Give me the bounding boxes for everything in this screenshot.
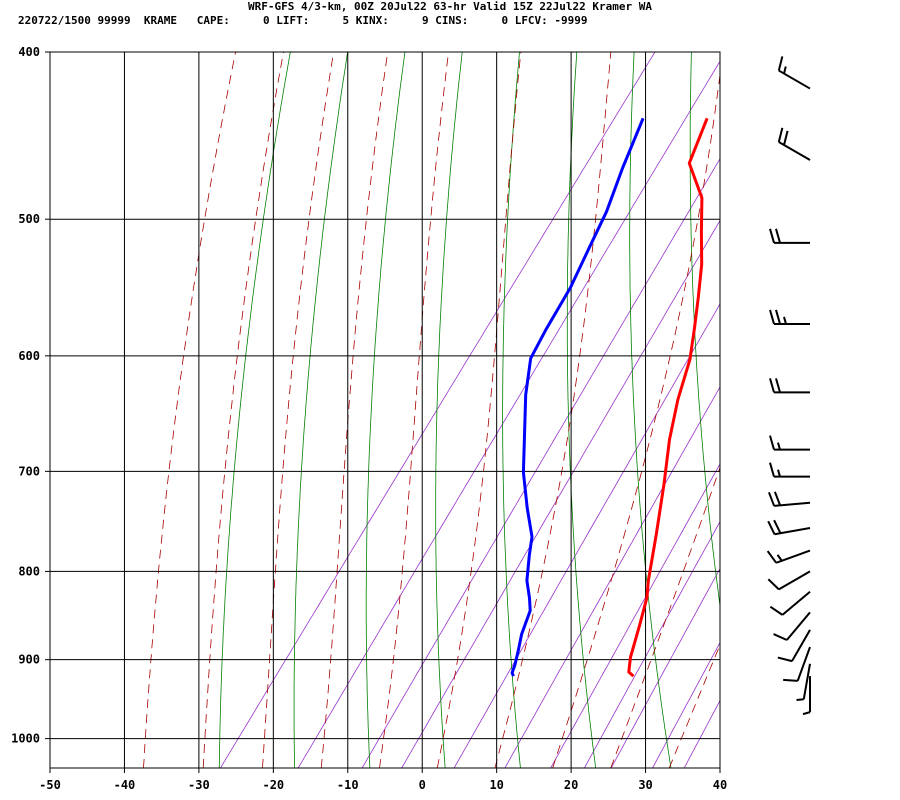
mixing-ratio-line <box>504 386 720 768</box>
moist-adiabat <box>262 52 334 768</box>
mixing-ratio-line <box>297 60 720 768</box>
wind-barb <box>766 549 811 564</box>
x-tick-label: 0 <box>419 778 426 792</box>
x-tick-label: -30 <box>188 778 210 792</box>
moist-adiabat <box>143 52 236 768</box>
moist-adiabat <box>728 52 900 768</box>
wind-barb <box>777 629 811 663</box>
dry-adiabat <box>435 52 463 768</box>
moist-adiabat <box>610 466 720 768</box>
plot-frame <box>49 51 721 769</box>
mixing-ratio-line <box>453 303 720 768</box>
dry-adiabat <box>218 52 291 768</box>
x-tick-label: -40 <box>114 778 136 792</box>
wind-barb <box>769 435 810 451</box>
background-lines <box>143 52 900 768</box>
y-tick-label: 700 <box>18 464 40 478</box>
moist-adiabat <box>320 52 389 768</box>
x-axis: -50 -40 -30 -20 -10 0 10 20 30 40 <box>39 768 727 792</box>
x-tick-label: 30 <box>638 778 652 792</box>
mixing-ratio-line <box>550 463 720 768</box>
x-tick-label: -50 <box>39 778 61 792</box>
wind-barb <box>769 378 810 394</box>
moist-adiabat <box>552 71 720 768</box>
dry-adiabat <box>365 52 406 768</box>
wind-barb <box>767 519 811 536</box>
wind-barbs <box>766 56 811 716</box>
y-tick-label: 900 <box>18 653 40 667</box>
dry-adiabat <box>293 52 348 768</box>
moist-adiabat <box>379 52 449 768</box>
x-tick-label: 40 <box>713 778 727 792</box>
wind-barb <box>796 663 811 702</box>
y-axis: 400 500 600 700 800 900 1000 <box>11 45 50 746</box>
dry-adiabat <box>502 52 521 768</box>
y-tick-label: 400 <box>18 45 40 59</box>
x-tick-label: -20 <box>262 778 284 792</box>
wind-barb <box>769 309 810 325</box>
wind-barb <box>769 462 810 478</box>
mixing-ratio-line <box>584 520 720 768</box>
dry-adiabat <box>689 52 720 609</box>
wind-barb <box>769 590 811 616</box>
dry-adiabat <box>806 52 897 768</box>
wind-barb <box>767 491 811 507</box>
moist-adiabat <box>436 52 522 768</box>
mixing-ratio-line <box>220 52 656 768</box>
dry-adiabat <box>749 52 822 768</box>
wind-barb <box>769 228 810 244</box>
mixing-ratio-line <box>401 219 720 768</box>
mixing-ratio-line <box>361 157 720 768</box>
x-tick-label: 20 <box>564 778 578 792</box>
wind-barb <box>802 676 811 716</box>
dewpoint-profile <box>510 117 645 677</box>
wind-barb <box>773 611 811 641</box>
mixing-ratio-line <box>610 567 720 768</box>
moist-adiabat <box>494 52 612 768</box>
wind-barb <box>777 56 811 90</box>
sounding-indices: 220722/1500 99999 KRAME CAPE: 0 LIFT: 5 … <box>18 14 588 27</box>
dry-adiabat <box>863 52 900 768</box>
x-tick-label: -10 <box>337 778 359 792</box>
temperature-profile <box>627 117 709 678</box>
y-tick-label: 1000 <box>11 732 40 746</box>
series-layer <box>510 117 709 678</box>
wind-barb <box>777 127 811 161</box>
x-tick-label: 10 <box>489 778 503 792</box>
y-tick-label: 800 <box>18 564 40 578</box>
wind-barb <box>767 570 811 591</box>
dry-adiabat <box>629 52 672 768</box>
y-tick-label: 500 <box>18 212 40 226</box>
mixing-ratio-line <box>652 641 720 768</box>
moist-adiabat <box>202 52 284 768</box>
wind-barb <box>783 646 811 682</box>
chart-title: WRF-GFS 4/3-km, 00Z 20Jul22 63-hr Valid … <box>248 0 652 13</box>
moist-adiabat <box>668 643 720 768</box>
y-tick-label: 600 <box>18 349 40 363</box>
